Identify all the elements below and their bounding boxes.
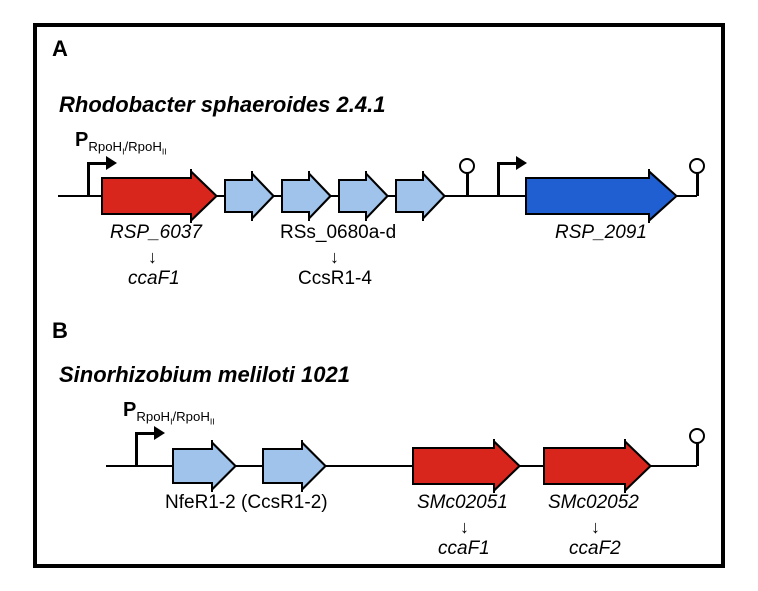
panel-A-downarrow-0: ↓ [148,248,157,266]
panel-a-promoter-label: PRpoHI/RpoHII [75,129,167,157]
panel-b-title: Sinorhizobium meliloti 1021 [59,362,350,388]
panel-B-label-2: SMc02052 [548,492,639,514]
panel-B-downarrow-0: ↓ [460,518,469,536]
panel-a-title: Rhodobacter sphaeroides 2.4.1 [59,92,385,118]
panel-B-label-1: SMc02051 [417,492,508,514]
panel-A-label-1: RSs_0680a-d [280,222,396,244]
panel-b-promoter-label: PRpoHI/RpoHII [123,399,215,427]
panel-b-label: B [52,318,68,344]
panel-a-label: A [52,36,68,62]
panel-B-label-0: NfeR1-2 (CcsR1-2) [165,492,328,514]
panel-B-alias-1: ccaF2 [569,538,621,560]
panel-B-alias-0: ccaF1 [438,538,490,560]
diagram-canvas: A Rhodobacter sphaeroides 2.4.1 PRpoHI/R… [0,0,758,591]
panel-A-alias-0: ccaF1 [128,268,180,290]
panel-B-downarrow-1: ↓ [591,518,600,536]
panel-A-downarrow-1: ↓ [330,248,339,266]
panel-A-label-0: RSP_6037 [110,222,202,244]
panel-A-label-2: RSP_2091 [555,222,647,244]
panel-A-alias-1: CcsR1-4 [298,268,372,290]
